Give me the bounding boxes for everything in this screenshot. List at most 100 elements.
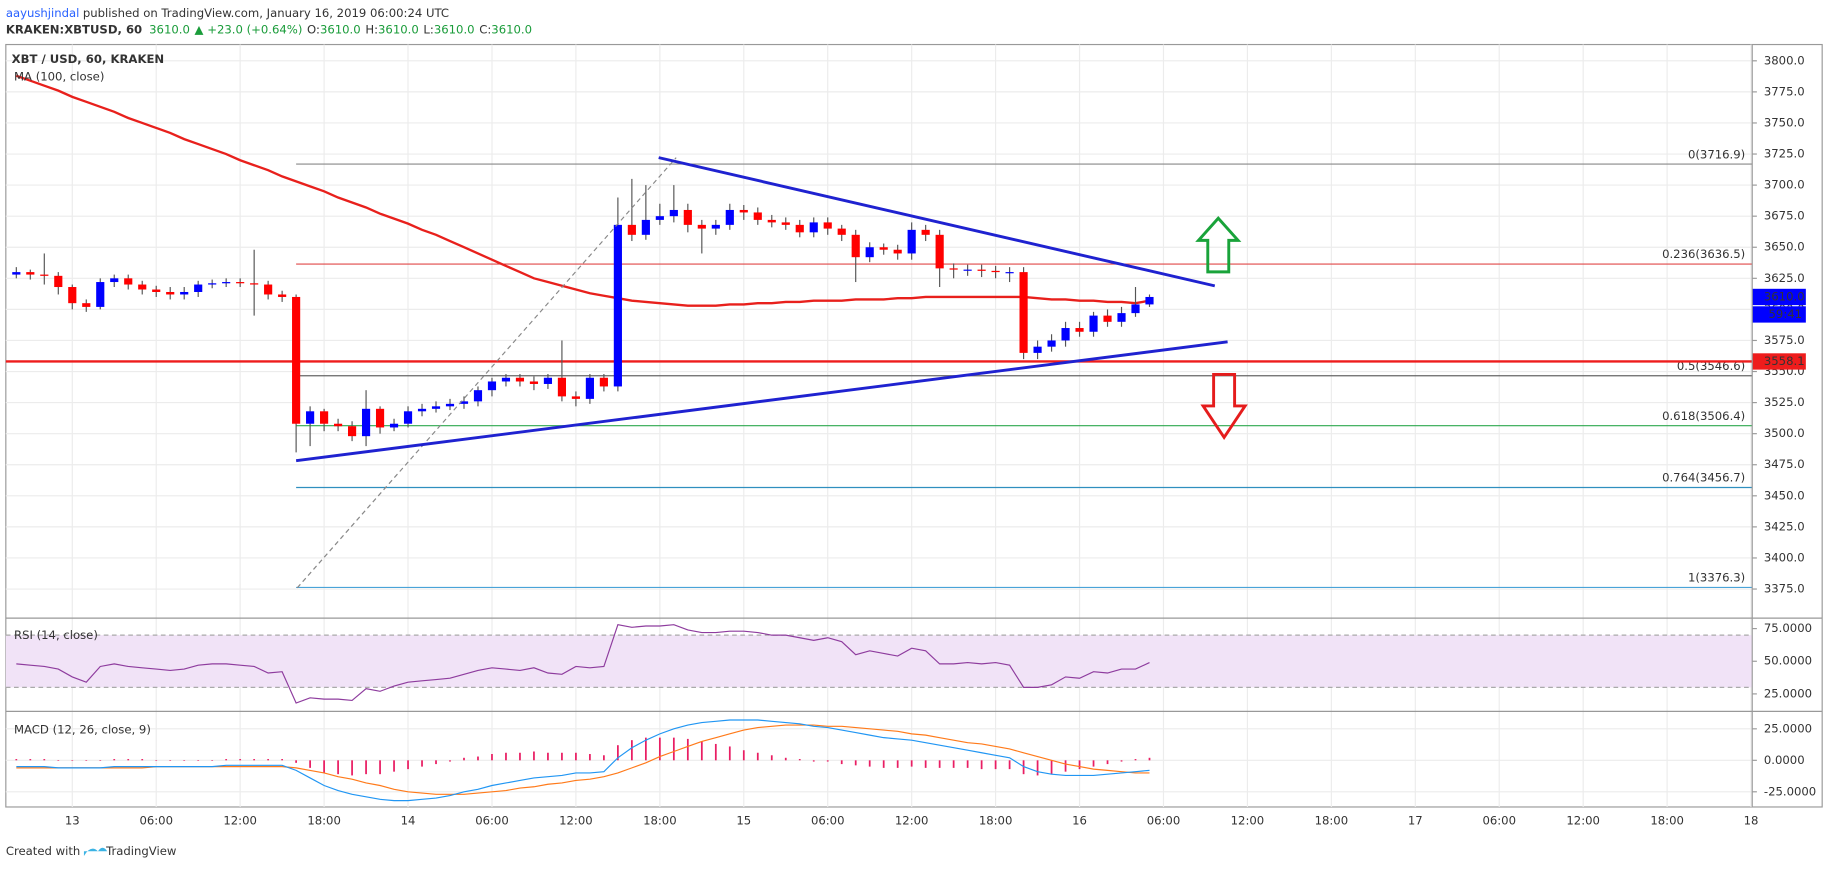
candle-body: [278, 294, 287, 297]
candle-body: [264, 284, 273, 295]
macd-histogram-bar: [980, 760, 983, 770]
macd-histogram-bar: [1036, 760, 1039, 776]
candle-body: [180, 291, 189, 295]
macd-histogram-bar: [505, 752, 507, 761]
candle-body: [375, 408, 385, 428]
fib-label: 1(3376.3): [1688, 571, 1745, 585]
macd-histogram-bar: [71, 760, 74, 761]
x-tick-label: 06:00: [811, 813, 845, 827]
o-label: O:: [307, 22, 320, 36]
candle-body: [166, 291, 175, 295]
x-tick-label: 12:00: [895, 813, 929, 827]
o-value: 3610.0: [320, 22, 361, 36]
author-link[interactable]: aayushjindal: [6, 6, 80, 20]
y-tick-label: 3725.0: [1764, 147, 1805, 161]
macd-line: [16, 719, 1150, 802]
candle-body: [767, 219, 776, 223]
y-tick-label: 3650.0: [1764, 240, 1805, 254]
macd-histogram-bar: [155, 760, 158, 761]
chart-layer: 13 06:00 12:00 18:00 14 06:00 12:00 18:00 15 06:0…: [5, 44, 1816, 827]
macd-histogram-bar: [1064, 760, 1067, 772]
candle-body: [529, 381, 539, 384]
candle-body: [613, 224, 622, 387]
last-price-tag: [1752, 288, 1806, 306]
y-tick-label: 3800.0: [1764, 53, 1805, 67]
x-tick-label: 15: [736, 813, 751, 827]
x-tick-label: 18:00: [307, 813, 341, 827]
x-tick-label: 17: [1408, 813, 1423, 827]
macd-histogram-bar: [854, 760, 857, 766]
candle-body: [417, 408, 427, 412]
candle-body: [655, 216, 664, 220]
candle-body: [403, 411, 413, 424]
macd-histogram-bar: [43, 759, 46, 761]
candle-body: [627, 224, 636, 235]
macd-histogram-bar: [1092, 760, 1095, 767]
candle-body: [739, 209, 748, 213]
footer-brand[interactable]: TradingView: [105, 844, 177, 858]
y-tick-label: 3425.0: [1764, 519, 1805, 533]
macd-histogram-bar: [281, 759, 284, 761]
fib-label: 0.764(3456.7): [1662, 471, 1745, 485]
y-tick-label: 3375.0: [1764, 582, 1805, 596]
candle-body: [138, 284, 147, 290]
macd-histogram-bar: [924, 760, 927, 768]
countdown-tag: [1752, 306, 1806, 323]
macd-tick-label: 0.0000: [1764, 753, 1805, 767]
y-tick-label: 3500.0: [1764, 426, 1805, 440]
macd-histogram-bar: [141, 759, 144, 761]
y-tick-label: 3750.0: [1764, 115, 1805, 129]
candle-body: [1117, 313, 1126, 322]
macd-histogram-bar: [547, 752, 549, 761]
candle-body: [96, 282, 105, 307]
rsi-legend: RSI (14, close): [14, 628, 98, 642]
candle-body: [599, 377, 608, 387]
candle-body: [473, 390, 483, 402]
macd-histogram-bar: [393, 760, 395, 772]
x-tick-label: 18:00: [979, 813, 1013, 827]
macd-histogram-bar: [99, 760, 102, 761]
macd-histogram-bar: [575, 752, 577, 761]
candle-body: [935, 234, 944, 269]
candle-body: [306, 411, 315, 424]
upper-trendline: [658, 156, 1216, 288]
macd-histogram-bar: [351, 760, 353, 776]
footer-created: Created with: [6, 844, 80, 858]
level-tag: [1752, 353, 1806, 370]
macd-tick-label: 25.0000: [1764, 721, 1812, 735]
candle-body: [124, 278, 133, 285]
y-tick-label: 3475.0: [1764, 457, 1805, 471]
macd-histogram-bar: [1134, 759, 1137, 761]
candle-body: [837, 228, 846, 235]
macd-histogram-bar: [589, 754, 591, 761]
macd-histogram-bar: [295, 760, 297, 763]
candle-body: [809, 222, 818, 233]
c-label: C:: [479, 22, 491, 36]
y-tick-label: 3775.0: [1764, 84, 1805, 98]
macd-histogram-bar: [29, 759, 32, 761]
macd-histogram-bar: [686, 738, 689, 761]
candle-body: [40, 274, 49, 276]
candle-body: [320, 411, 329, 424]
x-tick-label: 06:00: [139, 813, 173, 827]
y-tick-label: 3525.0: [1764, 395, 1805, 409]
candle-body: [1019, 272, 1028, 353]
lower-trendline: [295, 340, 1228, 463]
x-tick-label: 18:00: [1650, 813, 1684, 827]
h-label: H:: [365, 22, 378, 36]
x-tick-label: 14: [401, 813, 416, 827]
chart-title: XBT / USD, 60, KRAKEN: [12, 52, 165, 66]
macd-histogram-bar: [756, 752, 759, 761]
h-value: 3610.0: [378, 22, 419, 36]
candle-body: [669, 209, 678, 217]
macd-histogram-bar: [910, 760, 913, 767]
candle-body: [585, 377, 594, 399]
y-tick-label: 3450.0: [1764, 488, 1805, 502]
candle-body: [963, 269, 972, 271]
candle-body: [445, 403, 455, 407]
candle-body: [795, 224, 804, 233]
macd-histogram-bar: [183, 760, 186, 761]
x-tick-label: 06:00: [475, 813, 509, 827]
candle-body: [250, 283, 259, 285]
macd-histogram-bar: [994, 760, 997, 770]
